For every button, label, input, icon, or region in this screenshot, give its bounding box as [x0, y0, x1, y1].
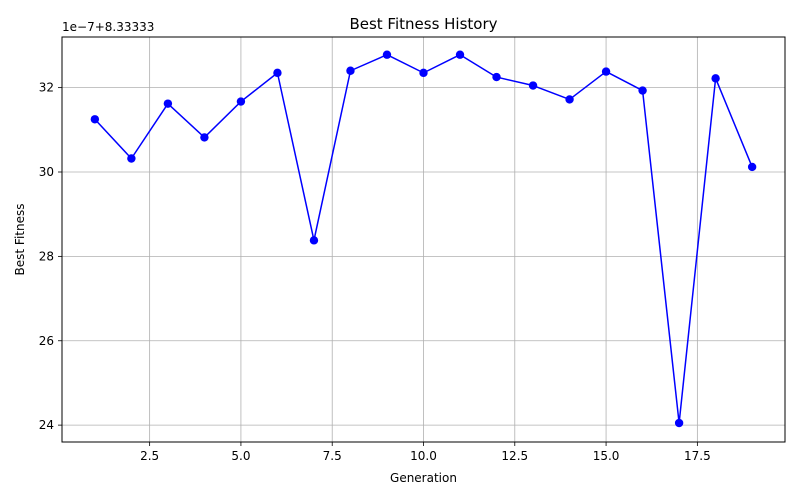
y-tick-label: 32 — [39, 81, 54, 95]
data-point — [747, 162, 757, 172]
x-tick-label: 2.5 — [140, 449, 159, 463]
data-point — [565, 95, 574, 104]
x-tick-label: 5.0 — [231, 449, 250, 463]
x-tick-label: 7.5 — [323, 449, 342, 463]
x-tick-label: 12.5 — [501, 449, 528, 463]
x-tick-label: 17.5 — [684, 449, 711, 463]
data-point — [346, 66, 355, 75]
y-tick-label: 26 — [39, 334, 54, 348]
data-point — [711, 74, 720, 83]
data-point — [419, 68, 428, 78]
data-point — [528, 81, 538, 90]
data-point — [309, 236, 319, 245]
x-tick-label: 10.0 — [410, 449, 437, 463]
data-point — [127, 154, 136, 163]
data-point — [492, 72, 501, 82]
y-tick-label: 24 — [39, 418, 54, 432]
data-point — [674, 418, 684, 428]
data-point — [200, 133, 209, 142]
y-tick-label: 28 — [39, 249, 54, 263]
grid-layer — [62, 37, 785, 442]
y-axis-offset-text: 1e−7+8.33333 — [62, 20, 154, 34]
data-point — [163, 99, 173, 108]
data-point — [90, 115, 100, 124]
x-axis-label: Generation — [390, 471, 457, 485]
data-point — [455, 50, 465, 59]
tick-layer: 2.5 5.0 7.5 10.0 12.5 15.0 17.5 24 26 28 30 32 — [39, 81, 711, 463]
x-tick-label: 15.0 — [593, 449, 620, 463]
data-point — [601, 67, 611, 76]
y-axis-label: Best Fitness — [13, 204, 27, 276]
data-point — [382, 50, 392, 59]
data-point — [273, 68, 282, 78]
chart-title: Best Fitness History — [349, 15, 497, 33]
y-tick-label: 30 — [39, 165, 54, 179]
series-layer — [90, 50, 757, 428]
data-point — [236, 97, 246, 106]
data-point — [638, 86, 647, 95]
